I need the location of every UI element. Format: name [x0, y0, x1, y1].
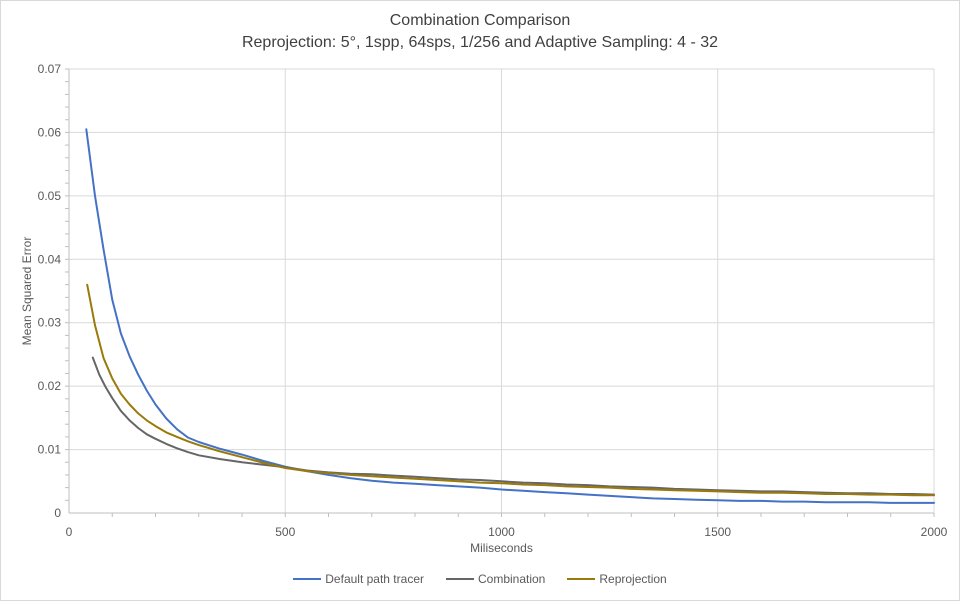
x-tick-label: 2000 [921, 525, 948, 539]
y-tick-label: 0.07 [38, 62, 62, 76]
x-tick-label: 1500 [704, 525, 731, 539]
legend-item-reprojection: Reprojection [567, 572, 667, 586]
legend-line-swatch-blue [293, 578, 322, 580]
chart-subtitle: Reprojection: 5°, 1spp, 64sps, 1/256 and… [241, 34, 719, 51]
legend-label: Default path tracer [325, 572, 424, 586]
y-tick-label: 0.02 [38, 379, 62, 393]
series-line-reprojection [86, 283, 935, 497]
legend: Default path tracer Combination Reprojec… [1, 572, 959, 586]
legend-label: Combination [477, 572, 546, 586]
y-tick-label: 0 [54, 506, 61, 520]
y-tick-label: 0.01 [38, 443, 62, 457]
x-tick-label: 500 [275, 525, 295, 539]
y-tick-label: 0.04 [38, 252, 62, 266]
x-axis-title: Miliseconds [470, 541, 533, 555]
series-line-combination [91, 356, 935, 496]
chart-title: Combination Comparison [389, 12, 571, 29]
title-block: Combination Comparison Reprojection: 5°,… [1, 10, 959, 54]
y-tick-label: 0.03 [38, 316, 62, 330]
x-tick-label: 1000 [488, 525, 515, 539]
x-tick-label: 0 [66, 525, 73, 539]
legend-label: Reprojection [599, 572, 667, 586]
legend-item-default-path-tracer: Default path tracer [293, 572, 424, 586]
y-tick-label: 0.06 [38, 125, 62, 139]
y-tick-label: 0.05 [38, 189, 62, 203]
legend-item-combination: Combination [445, 572, 546, 586]
y-axis-title: Mean Squared Error [20, 236, 34, 346]
series-line-default-path-tracer [85, 128, 935, 504]
legend-line-swatch-gray [445, 578, 474, 580]
legend-line-swatch-gold [567, 578, 596, 580]
